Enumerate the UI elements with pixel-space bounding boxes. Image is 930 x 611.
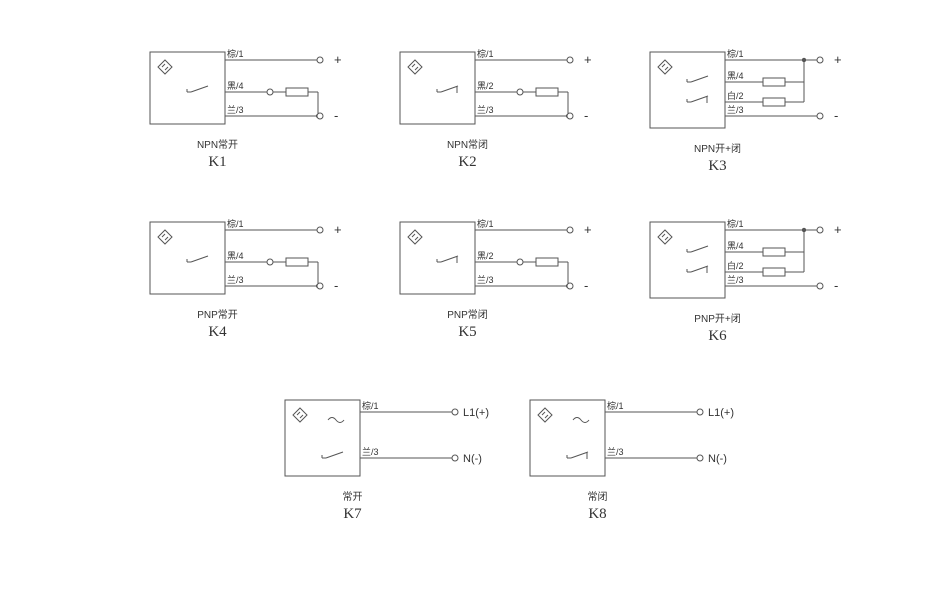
- svg-text:K7: K7: [343, 506, 362, 522]
- diagram-K4: 棕/1 + 黑/4 兰/3 - PNP常开 K4: [150, 218, 342, 340]
- svg-text:+: +: [584, 222, 592, 237]
- diagram-K3: 棕/1 + 黑/4 白/2 兰/3 - NPN开+闭 K3: [650, 48, 842, 174]
- svg-text:棕/1: 棕/1: [477, 218, 494, 229]
- svg-text:NPN开+闭: NPN开+闭: [694, 142, 741, 155]
- svg-text:常开: 常开: [343, 490, 363, 503]
- svg-text:K2: K2: [458, 154, 476, 170]
- svg-text:白/2: 白/2: [727, 90, 744, 101]
- svg-text:-: -: [334, 278, 338, 293]
- svg-text:兰/3: 兰/3: [607, 446, 624, 457]
- svg-text:黑/4: 黑/4: [727, 71, 744, 81]
- svg-text:K3: K3: [708, 158, 726, 174]
- svg-text:白/2: 白/2: [727, 260, 744, 271]
- svg-text:+: +: [334, 222, 342, 237]
- svg-text:兰/3: 兰/3: [362, 446, 379, 457]
- svg-text:兰/3: 兰/3: [727, 104, 744, 115]
- svg-text:兰/3: 兰/3: [227, 274, 244, 285]
- diagram-K5: 棕/1 + 黑/2 兰/3 - PNP常闭 K5: [400, 218, 592, 340]
- svg-text:黑/2: 黑/2: [477, 251, 494, 261]
- svg-text:L1(+): L1(+): [708, 407, 734, 419]
- svg-text:N(-): N(-): [463, 453, 482, 465]
- svg-text:兰/3: 兰/3: [227, 104, 244, 115]
- svg-text:L1(+): L1(+): [463, 407, 489, 419]
- svg-text:-: -: [834, 108, 838, 123]
- svg-text:-: -: [834, 278, 838, 293]
- svg-text:K6: K6: [708, 328, 727, 344]
- diagram-K2: 棕/1 + 黑/2 兰/3 - NPN常闭 K2: [400, 48, 592, 170]
- diagram-K7: 棕/1 L1(+) 兰/3 N(-) 常开 K7: [285, 400, 489, 522]
- svg-text:黑/2: 黑/2: [477, 81, 494, 91]
- svg-text:兰/3: 兰/3: [477, 104, 494, 115]
- svg-text:棕/1: 棕/1: [227, 48, 244, 59]
- svg-text:N(-): N(-): [708, 453, 727, 465]
- svg-text:棕/1: 棕/1: [362, 400, 379, 411]
- diagram-svg: 棕/1 + 黑/4 兰/3 - NPN常开 K1 棕/1 + 黑/2 兰/3 - NPN常闭 K2 棕/1 +…: [0, 0, 930, 611]
- diagram-K1: 棕/1 + 黑/4 兰/3 - NPN常开 K1: [150, 48, 342, 170]
- svg-text:黑/4: 黑/4: [227, 251, 244, 261]
- svg-text:棕/1: 棕/1: [607, 400, 624, 411]
- diagram-K6: 棕/1 + 黑/4 白/2 兰/3 - PNP开+闭 K6: [650, 218, 842, 344]
- svg-text:兰/3: 兰/3: [727, 274, 744, 285]
- svg-text:PNP常闭: PNP常闭: [447, 308, 488, 321]
- svg-text:NPN常闭: NPN常闭: [447, 138, 488, 151]
- diagram-page: 棕/1 + 黑/4 兰/3 - NPN常开 K1 棕/1 + 黑/2 兰/3 - NPN常闭 K2 棕/1 +…: [0, 0, 930, 611]
- svg-text:兰/3: 兰/3: [477, 274, 494, 285]
- diagram-K8: 棕/1 L1(+) 兰/3 N(-) 常闭 K8: [530, 400, 734, 522]
- svg-text:+: +: [834, 222, 842, 237]
- svg-text:+: +: [834, 52, 842, 67]
- svg-text:NPN常开: NPN常开: [197, 138, 238, 151]
- svg-text:K1: K1: [208, 154, 226, 170]
- svg-text:K8: K8: [588, 506, 606, 522]
- svg-text:+: +: [584, 52, 592, 67]
- svg-text:PNP开+闭: PNP开+闭: [694, 312, 740, 325]
- svg-text:棕/1: 棕/1: [727, 218, 744, 229]
- svg-text:-: -: [584, 108, 588, 123]
- svg-text:+: +: [334, 52, 342, 67]
- svg-text:棕/1: 棕/1: [227, 218, 244, 229]
- svg-text:-: -: [334, 108, 338, 123]
- svg-text:-: -: [584, 278, 588, 293]
- svg-text:PNP常开: PNP常开: [197, 308, 238, 321]
- svg-text:黑/4: 黑/4: [227, 81, 244, 91]
- svg-text:棕/1: 棕/1: [477, 48, 494, 59]
- svg-text:K5: K5: [458, 324, 476, 340]
- svg-text:黑/4: 黑/4: [727, 241, 744, 251]
- svg-text:K4: K4: [208, 324, 227, 340]
- svg-text:常闭: 常闭: [588, 490, 608, 503]
- svg-text:棕/1: 棕/1: [727, 48, 744, 59]
